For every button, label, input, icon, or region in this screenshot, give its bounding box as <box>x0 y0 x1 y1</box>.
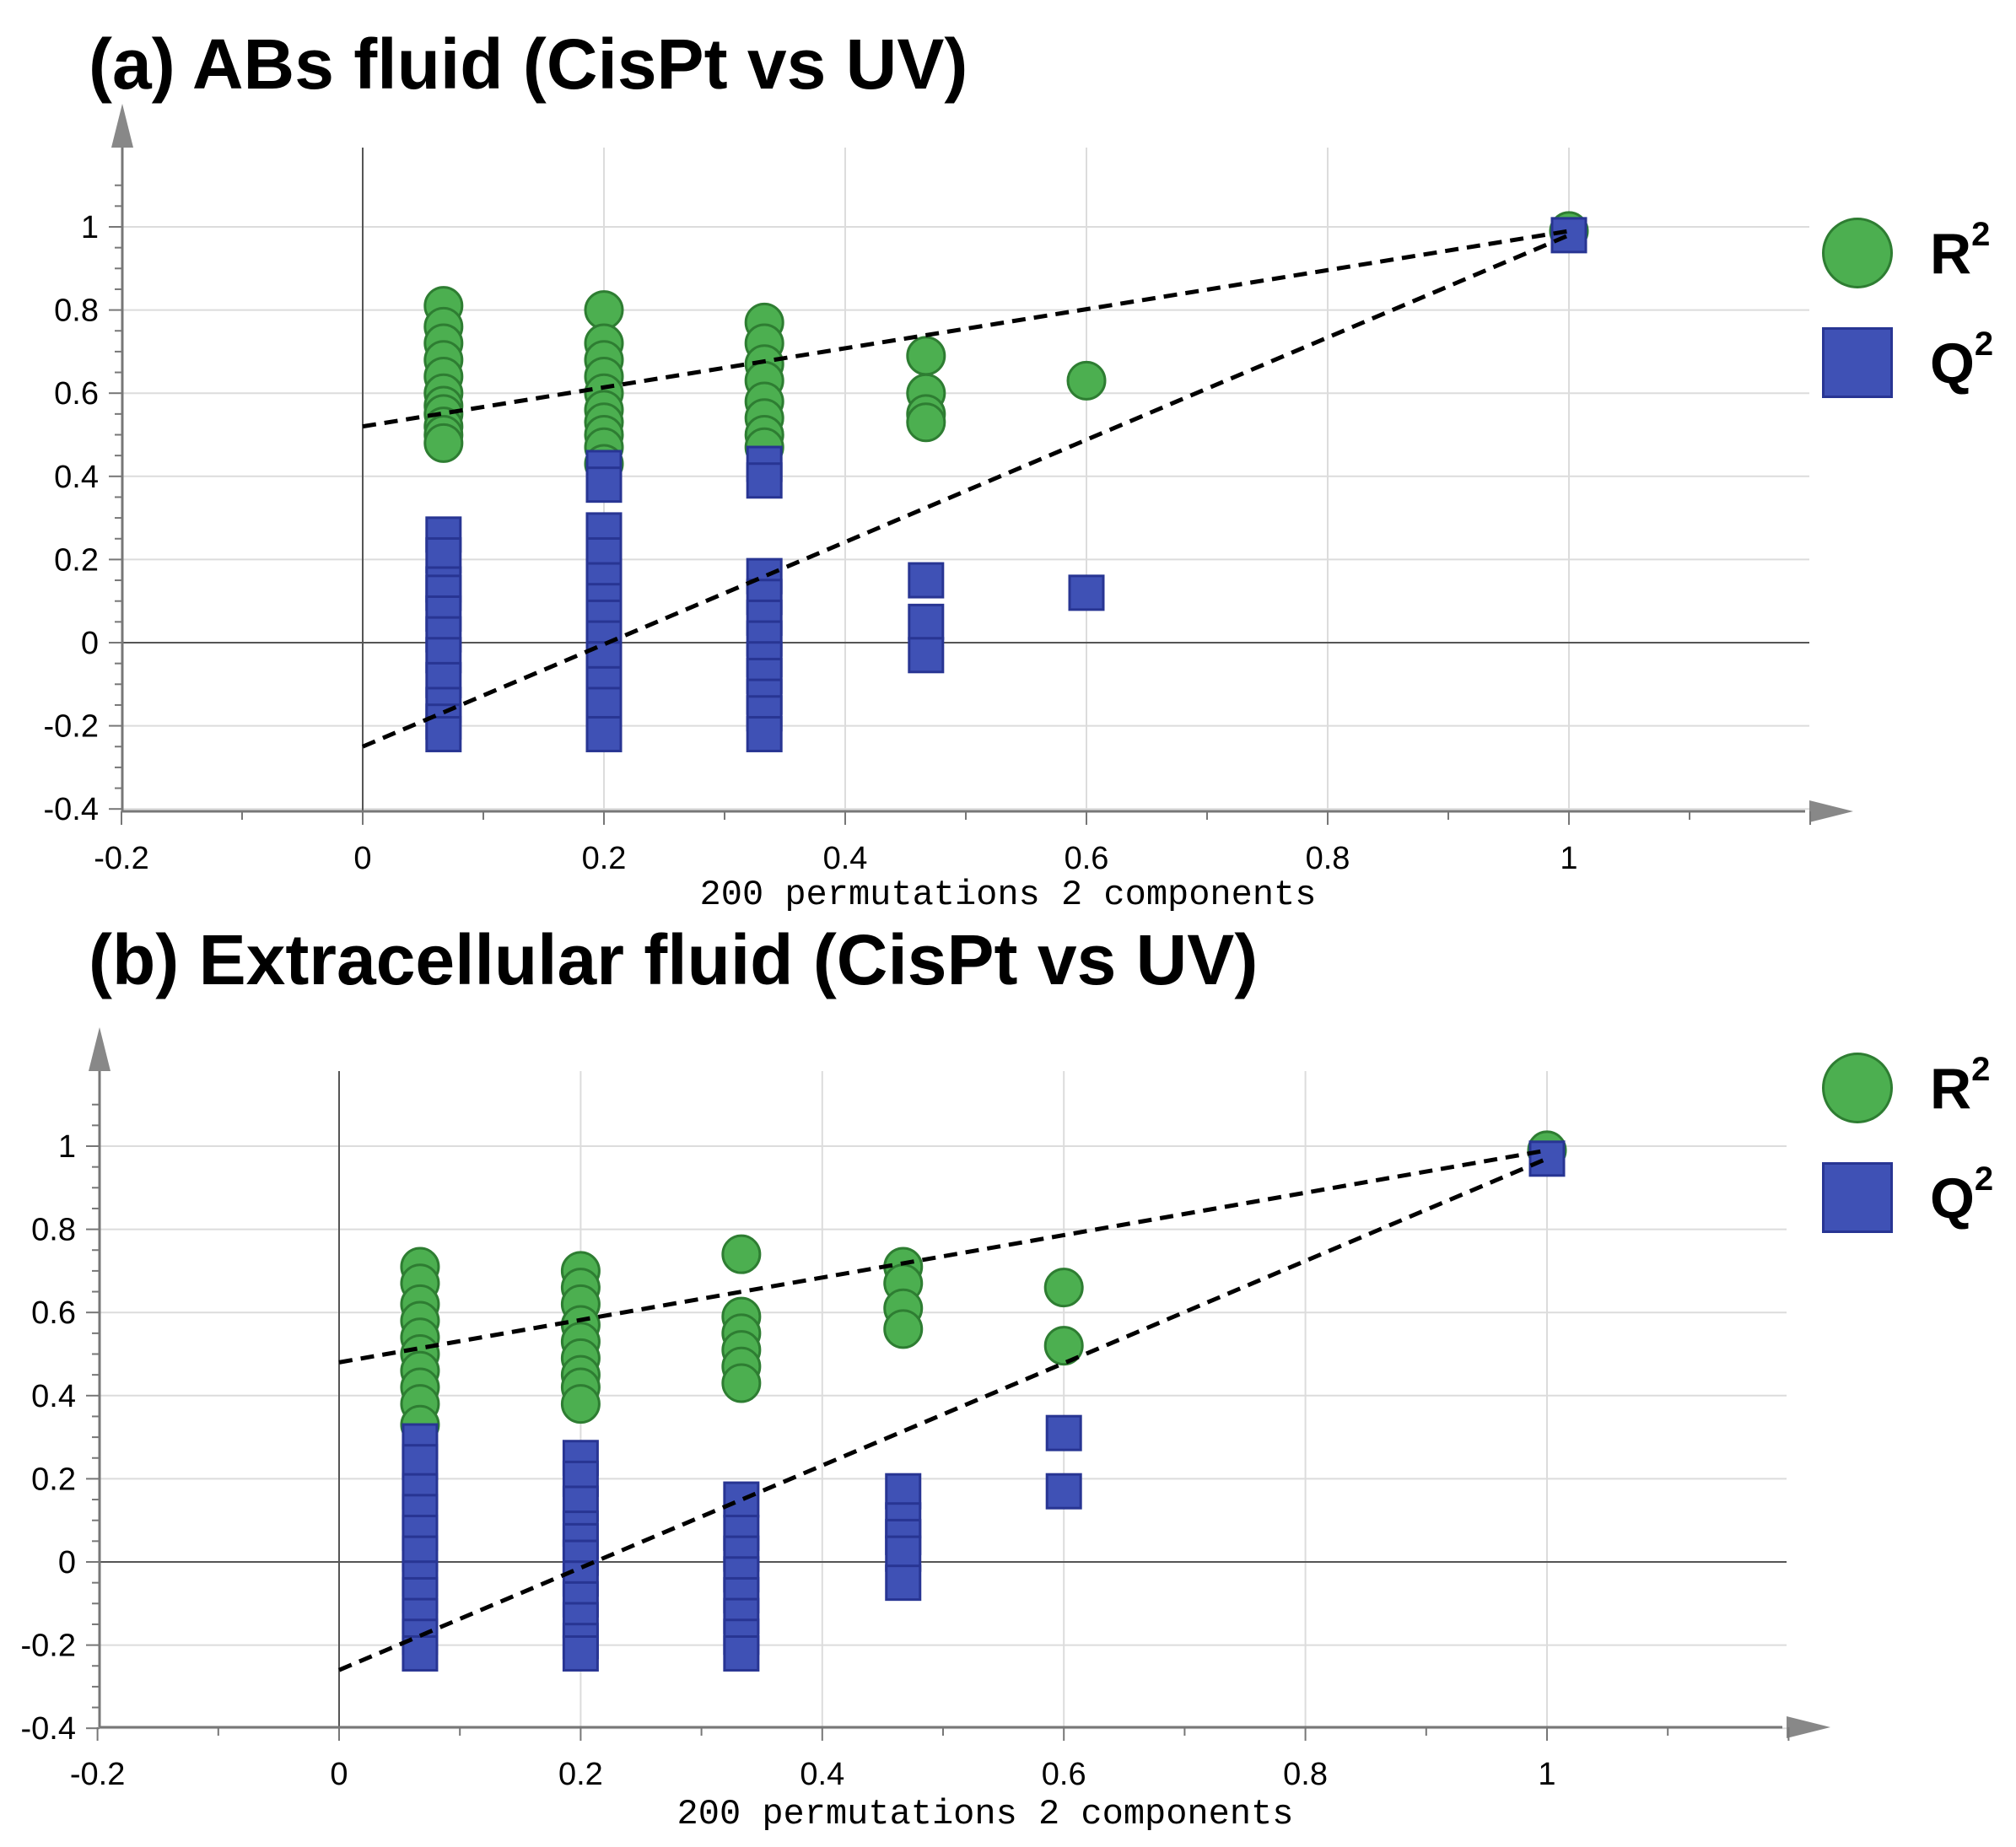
y-tick-label: 0.2 <box>31 1462 76 1497</box>
y-axis-arrow-icon <box>111 104 133 148</box>
y-tick-label: 0.8 <box>54 293 99 329</box>
legend-item-q2: Q2 <box>1822 1160 2008 1233</box>
x-tick-label: 0.4 <box>800 1757 844 1792</box>
x-axis-arrow-icon <box>1787 1716 1830 1738</box>
x-tick-label: 0.2 <box>582 841 627 876</box>
legend-label-r2: R2 <box>1930 216 1991 286</box>
r2-series <box>400 1130 1567 1445</box>
x-tick-label: -0.2 <box>70 1757 125 1792</box>
q2-square-icon <box>1822 327 1893 398</box>
legend-item-r2: R2 <box>1822 216 2008 288</box>
legend-label-q2: Q2 <box>1930 326 1994 396</box>
legend: R2 Q2 <box>1822 216 2008 437</box>
q2-point <box>723 1634 760 1672</box>
gridlines <box>122 148 1809 811</box>
legend: R2 Q2 <box>1822 1051 2008 1272</box>
legend-item-r2: R2 <box>1822 1051 2008 1123</box>
q2-point <box>746 462 783 499</box>
regression-line <box>362 233 1570 749</box>
axes <box>86 1027 1830 1741</box>
r2-point <box>584 290 624 331</box>
q2-point <box>562 1634 599 1672</box>
y-tick-label: -0.2 <box>21 1629 76 1664</box>
r2-point <box>883 1309 924 1349</box>
r2-point <box>423 423 464 463</box>
x-tick-label: 1 <box>1560 841 1577 876</box>
y-tick-label: 0.4 <box>31 1379 76 1414</box>
x-tick-label: 1 <box>1538 1757 1555 1792</box>
q2-series <box>402 1140 1566 1672</box>
q2-point <box>585 466 623 503</box>
q2-point <box>908 562 945 599</box>
x-axis-label: 200 permutations 2 components <box>700 875 1317 911</box>
x-tick-label: 0 <box>330 1757 348 1792</box>
chart-title: (b) Extracellular fluid (CisPt vs UV) <box>89 920 1259 999</box>
x-tick-label: 0 <box>353 841 371 876</box>
y-tick-label: 0.2 <box>54 542 99 578</box>
y-tick-label: -0.4 <box>44 792 99 827</box>
r2-point <box>906 402 946 443</box>
legend-label-q2: Q2 <box>1930 1160 1994 1230</box>
regression-line <box>362 229 1570 429</box>
x-tick-label: -0.2 <box>94 841 148 876</box>
axes <box>109 104 1853 825</box>
q2-point <box>425 715 462 752</box>
y-tick-label: 0.6 <box>31 1295 76 1331</box>
q2-point <box>1528 1140 1566 1177</box>
x-tick-label: 0.4 <box>823 841 868 876</box>
r2-point <box>721 1234 762 1274</box>
r2-point <box>560 1384 601 1424</box>
q2-point <box>1068 574 1105 611</box>
y-tick-label: -0.2 <box>44 709 99 745</box>
x-tick-label: 0.8 <box>1306 841 1350 876</box>
q2-point <box>885 1564 922 1602</box>
x-tick-label: 0.2 <box>558 1757 603 1792</box>
r2-point <box>1066 360 1107 401</box>
x-tick-label: 0.6 <box>1065 841 1109 876</box>
y-tick-label: -0.4 <box>21 1711 76 1747</box>
y-tick-label: 0.8 <box>31 1213 76 1248</box>
q2-point <box>1550 217 1587 254</box>
y-tick-label: 1 <box>58 1129 76 1165</box>
r2-circle-icon <box>1822 1053 1893 1123</box>
x-tick-label: 0.6 <box>1042 1757 1086 1792</box>
q2-point <box>723 1481 760 1518</box>
y-axis-arrow-icon <box>89 1027 111 1071</box>
legend-label-r2: R2 <box>1930 1051 1991 1121</box>
r2-point <box>1043 1268 1084 1308</box>
x-axis-label: 200 permutations 2 components <box>677 1794 1294 1830</box>
r2-point <box>721 1363 762 1403</box>
chart-title: (a) ABs fluid (CisPt vs UV) <box>89 24 968 104</box>
scatter-plot-area: -0.2 0 0.2 0.4 0.6 0.8 1 -0.4 -0.2 0 0.2 0.4 0.6 0.8 1… <box>44 104 1853 911</box>
q2-point <box>585 715 623 752</box>
scatter-plot-area: -0.2 0 0.2 0.4 0.6 0.8 1 -0.4 -0.2 0 0.2 0.4 0.6 0.8 1… <box>21 1027 1830 1830</box>
regression-line <box>338 1148 1548 1365</box>
permutation-plot-extracellular-fluid: (b) Extracellular fluid (CisPt vs UV) -0… <box>0 919 2016 1830</box>
legend-item-q2: Q2 <box>1822 326 2008 398</box>
y-tick-label: 1 <box>81 210 99 245</box>
q2-point <box>746 715 783 752</box>
y-tick-label: 0.6 <box>54 376 99 412</box>
r2-series <box>423 211 1589 484</box>
q2-point <box>1045 1473 1082 1510</box>
y-tick-label: 0 <box>81 626 99 661</box>
r2-point <box>906 336 946 376</box>
x-tick-label: 0.8 <box>1283 1757 1328 1792</box>
y-tick-label: 0 <box>58 1545 76 1580</box>
q2-point <box>1045 1414 1082 1451</box>
y-tick-label: 0.4 <box>54 460 99 495</box>
x-axis-arrow-icon <box>1809 800 1853 822</box>
q2-point <box>908 637 945 674</box>
r2-circle-icon <box>1822 218 1893 288</box>
q2-square-icon <box>1822 1162 1893 1233</box>
q2-point <box>908 603 945 640</box>
permutation-plot-abs-fluid: (a) ABs fluid (CisPt vs UV) -0.2 0 0.2 0.4 0… <box>0 0 2016 911</box>
regression-line <box>338 1156 1548 1672</box>
q2-series <box>425 217 1587 752</box>
r2-point <box>1043 1326 1084 1366</box>
